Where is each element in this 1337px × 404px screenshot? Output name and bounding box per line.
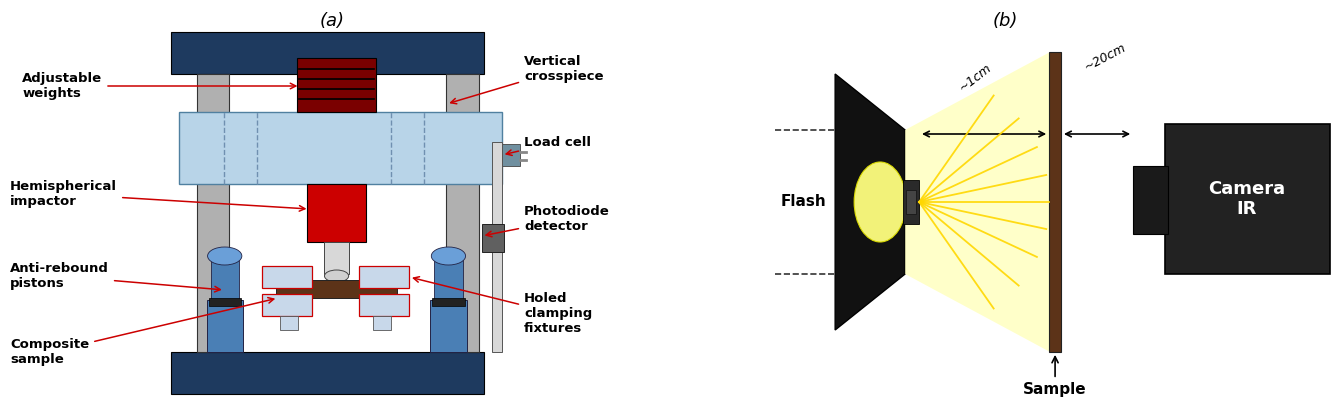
Polygon shape <box>905 52 1050 352</box>
FancyBboxPatch shape <box>277 280 397 298</box>
Text: (a): (a) <box>320 12 345 30</box>
FancyBboxPatch shape <box>207 300 243 352</box>
Text: Camera
IR: Camera IR <box>1209 180 1286 219</box>
Text: Holed
clamping
fixtures: Holed clamping fixtures <box>413 277 592 335</box>
Text: Load cell: Load cell <box>507 135 591 156</box>
FancyBboxPatch shape <box>435 260 463 300</box>
FancyBboxPatch shape <box>902 180 919 224</box>
Text: Composite
sample: Composite sample <box>11 298 274 366</box>
Text: Sample: Sample <box>1023 357 1087 397</box>
FancyBboxPatch shape <box>262 266 313 288</box>
Ellipse shape <box>325 270 349 282</box>
Text: ~20cm: ~20cm <box>1082 41 1128 74</box>
FancyBboxPatch shape <box>432 298 464 306</box>
FancyBboxPatch shape <box>171 32 484 74</box>
Text: Hemispherical
impactor: Hemispherical impactor <box>11 180 305 211</box>
FancyBboxPatch shape <box>308 184 366 242</box>
FancyBboxPatch shape <box>197 74 229 352</box>
FancyBboxPatch shape <box>447 74 479 352</box>
FancyBboxPatch shape <box>179 112 501 184</box>
Polygon shape <box>836 74 905 330</box>
Ellipse shape <box>854 162 906 242</box>
FancyBboxPatch shape <box>297 58 376 112</box>
FancyBboxPatch shape <box>431 300 467 352</box>
FancyBboxPatch shape <box>358 266 409 288</box>
FancyBboxPatch shape <box>1050 52 1062 352</box>
Text: (b): (b) <box>992 12 1017 30</box>
Ellipse shape <box>432 247 465 265</box>
FancyBboxPatch shape <box>373 316 390 330</box>
FancyBboxPatch shape <box>1132 166 1169 234</box>
FancyBboxPatch shape <box>281 316 298 330</box>
FancyBboxPatch shape <box>358 294 409 316</box>
Text: Vertical
crosspiece: Vertical crosspiece <box>451 55 603 104</box>
FancyBboxPatch shape <box>262 294 313 316</box>
FancyBboxPatch shape <box>171 352 484 394</box>
Ellipse shape <box>207 247 242 265</box>
FancyBboxPatch shape <box>492 142 501 352</box>
FancyBboxPatch shape <box>1165 124 1330 274</box>
Text: Flash: Flash <box>781 194 826 210</box>
Text: Photodiode
detector: Photodiode detector <box>487 205 610 237</box>
FancyBboxPatch shape <box>906 190 916 214</box>
FancyBboxPatch shape <box>209 298 241 306</box>
Text: ~1cm: ~1cm <box>956 61 993 94</box>
FancyBboxPatch shape <box>211 260 239 300</box>
Text: Adjustable
weights: Adjustable weights <box>23 72 295 100</box>
FancyBboxPatch shape <box>325 242 349 274</box>
FancyBboxPatch shape <box>481 224 504 252</box>
FancyBboxPatch shape <box>501 144 520 166</box>
Text: Anti-rebound
pistons: Anti-rebound pistons <box>11 262 221 292</box>
